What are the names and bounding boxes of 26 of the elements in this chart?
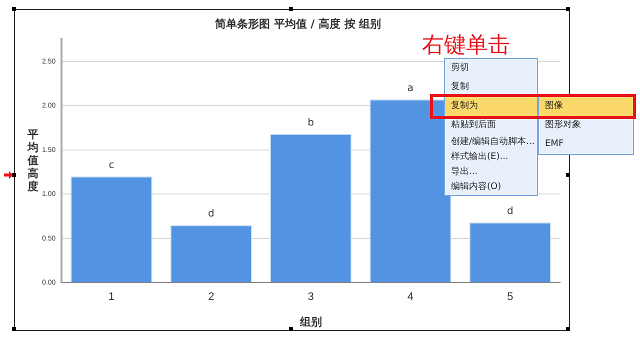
annotation: 复制为 bbox=[445, 97, 537, 116]
data-label: a bbox=[407, 82, 414, 94]
x-tick-label: 3 bbox=[308, 291, 314, 304]
annotation: 导出... bbox=[450, 166, 479, 179]
annotation: 图形对象 bbox=[544, 118, 582, 132]
annotation: EMF bbox=[544, 138, 565, 151]
annotation: 图像 bbox=[539, 97, 633, 116]
submenu: 图像 图形对象 EMF bbox=[538, 96, 634, 155]
annotation: 创建/编辑自动脚本... bbox=[450, 136, 536, 149]
x-tick-label: 5 bbox=[507, 291, 514, 304]
annotation: 剪切 bbox=[450, 62, 470, 75]
x-tick-label: 2 bbox=[208, 291, 214, 304]
x-tick-label: 4 bbox=[407, 291, 414, 304]
x-tick-label: 1 bbox=[108, 291, 115, 304]
annotation: 右键单击 bbox=[422, 32, 510, 60]
data-label: d bbox=[506, 206, 514, 218]
data-label: d bbox=[208, 208, 214, 220]
annotation: 粘贴到后面 bbox=[450, 118, 497, 132]
annotation: 样式输出(E)... bbox=[450, 150, 510, 164]
data-label: c bbox=[108, 160, 114, 171]
y-axis-title: 平均值高度 bbox=[26, 128, 40, 193]
annotation: 编辑内容(O) bbox=[450, 180, 502, 194]
annotation: 复制 bbox=[450, 80, 470, 94]
x-axis-title: 组别 bbox=[298, 315, 322, 328]
chart-title: 简单条形图 平均值 / 高度 按 组别 bbox=[214, 17, 382, 30]
data-label: b bbox=[308, 118, 314, 128]
